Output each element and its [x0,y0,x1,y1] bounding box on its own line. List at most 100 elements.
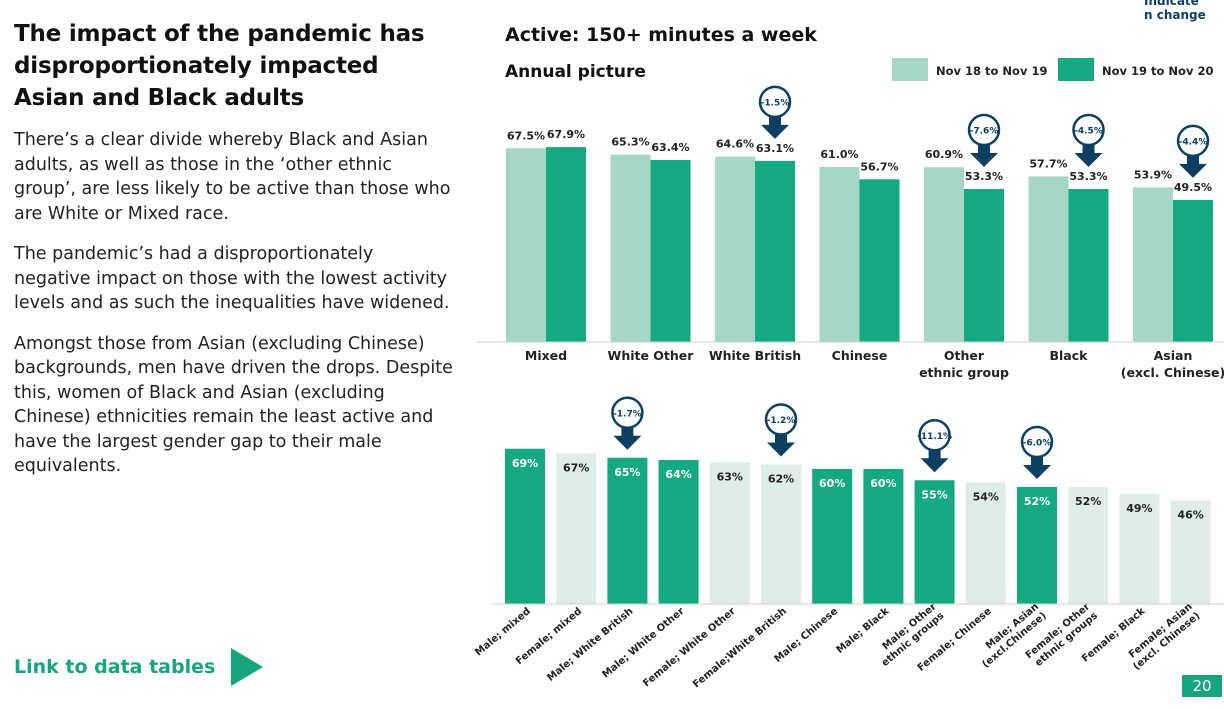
bar-value-label: 61.0% [820,148,858,161]
bar-value-label: 67% [563,461,589,474]
bar-gender-13 [1119,493,1160,604]
bar-value-label: 53.3% [1069,170,1107,183]
bar-gender-1 [505,448,545,604]
down-arrow-icon [767,429,795,457]
change-label: -1.7% [613,409,642,419]
change-circle [967,113,1001,147]
category-label: Mixed [525,348,567,363]
change-label: -4.5% [1074,127,1103,137]
bar-value-label: 54% [973,491,999,504]
change-marker-3: -4.5% [1072,113,1105,168]
category-label-line: Female; White Other [641,606,738,690]
data-tables-link-label[interactable]: Link to data tables [14,656,216,678]
change-marker-2: -7.6% [967,113,1001,168]
bar-value-label: 56.7% [860,160,898,173]
gender-change-marker-2: -1.2% [764,403,798,457]
bar-value-label: 53.3% [965,170,1003,183]
bar-prev-2 [610,154,651,342]
intro-paragraph-3: Amongst those from Asian (excluding Chin… [14,333,453,477]
change-circle [918,419,951,452]
bar-value-label: 60% [870,477,896,490]
bar-gender-5 [709,462,750,604]
category-label: Other [944,348,985,363]
category-label: Female;White British [691,606,789,691]
change-marker-1: -1.5% [758,85,792,139]
intro-paragraph-2: The pandemic’s had a disproportionately … [14,244,450,313]
bar-value-label: 52% [1024,495,1050,508]
category-label: Black [1050,348,1089,363]
bar-gender-3 [607,457,648,604]
bar-prev-4 [819,166,860,342]
gender-change-marker-4: -6.0% [1020,425,1054,479]
page-title: The impact of the pandemic has dispropor… [14,21,425,111]
bar-value-label: 60.9% [925,148,963,161]
category-label: Asian [1154,348,1193,363]
category-label: Chinese [832,348,888,363]
bar-prev-7 [1133,187,1173,342]
bar-value-label: 63.4% [651,141,689,154]
bar-curr-2 [650,160,691,342]
legend-swatch-2 [1058,58,1094,81]
bar-curr-7 [1173,199,1213,342]
bar-prev-3 [715,156,755,342]
bar-value-label: 52% [1075,495,1101,508]
bar-gender-4 [658,460,699,604]
bar-curr-1 [546,147,586,342]
play-arrow-icon[interactable] [231,648,264,686]
legend-label-2: Nov 19 to Nov 20 [1102,64,1213,78]
bar-value-label: 67.5% [507,129,545,142]
bar-gender-10 [965,482,1006,604]
change-marker-4: -4.4% [1176,124,1210,178]
legend-swatch-1 [892,58,928,81]
bar-gender-14 [1170,500,1211,604]
change-circle [1176,124,1210,158]
bar-gender-9 [914,480,955,604]
bar-curr-3 [755,160,795,342]
bar-value-label: 69% [512,457,538,470]
category-label: Male; White British [545,606,635,684]
gender-change-marker-3: -11.1% [917,419,952,473]
down-arrow-icon [970,140,998,168]
change-note: Indicate n change [1144,0,1206,22]
change-circle [758,85,792,119]
down-arrow-icon [1179,150,1207,178]
down-arrow-icon [613,422,642,450]
category-label: Female; White Other [641,606,738,690]
bar-value-label: 64.6% [716,138,754,151]
page-number: 20 [1182,675,1222,697]
bar-value-label: 67.9% [547,128,585,141]
bar-value-label: 60% [819,477,845,490]
bar-value-label: 57.7% [1029,157,1067,170]
down-arrow-icon [761,111,789,139]
intro-panel: The impact of the pandemic has dispropor… [14,18,454,479]
bar-curr-4 [859,179,900,342]
category-label-line: Male; White British [545,606,635,684]
data-tables-link[interactable]: Link to data tables [14,648,264,686]
bar-value-label: 62% [768,473,794,486]
category-label: White Other [608,348,695,363]
change-label: -6.0% [1023,439,1052,449]
bar-value-label: 63.1% [756,142,794,155]
chart-title: Active: 150+ minutes a week [505,24,817,46]
bar-value-label: 55% [921,488,947,501]
down-arrow-icon [1023,452,1051,479]
intro-paragraph-1: There’s a clear divide whereby Black and… [14,130,451,224]
chart-subtitle: Annual picture [505,62,646,82]
category-label: White British [709,348,801,363]
bar-value-label: 65.3% [611,136,649,149]
change-circle [611,396,644,429]
bar-gender-8 [863,469,904,604]
bar-value-label: 49% [1126,502,1152,515]
bar-prev-6 [1028,176,1069,342]
bar-gender-2 [556,453,597,604]
bar-value-label: 65% [614,466,640,479]
change-label: -1.2% [767,416,796,426]
bar-value-label: 46% [1177,509,1203,522]
bar-gender-6 [761,464,801,604]
change-circle [764,403,798,436]
down-arrow-icon [920,445,949,473]
change-label: -4.4% [1179,137,1208,147]
change-circle [1072,113,1105,147]
down-arrow-icon [1074,140,1103,168]
bar-prev-1 [506,148,546,342]
